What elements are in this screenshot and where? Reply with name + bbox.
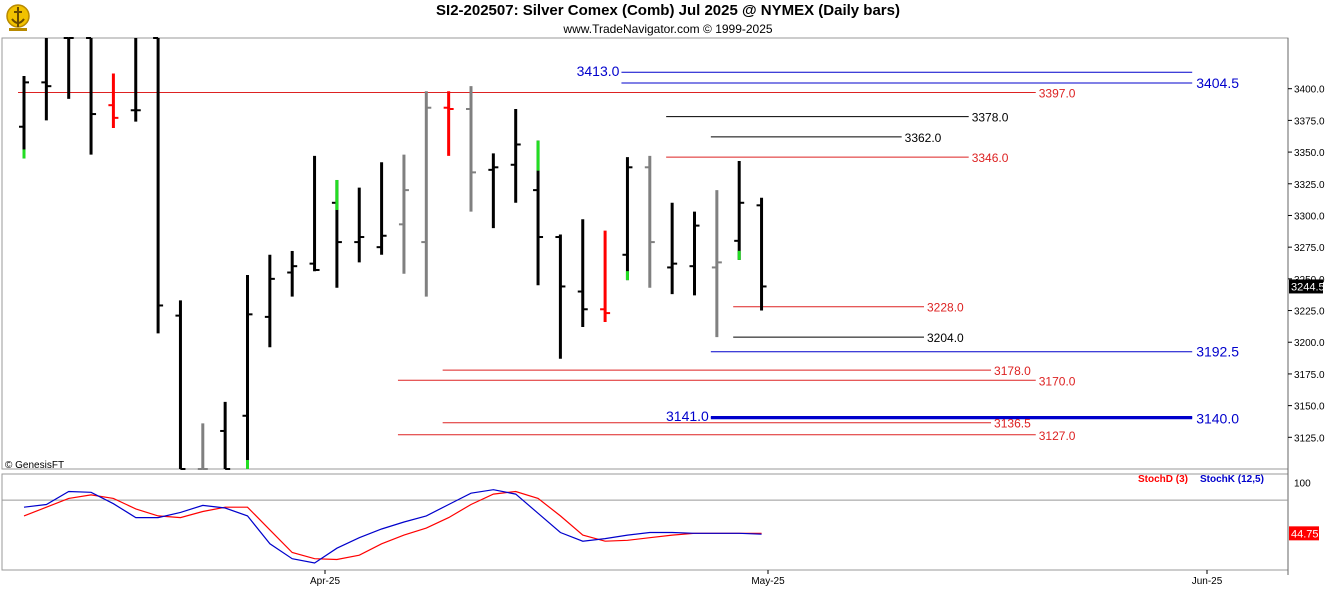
y-tick-label: 3275.0 (1294, 243, 1325, 254)
last-price-box (1289, 279, 1323, 294)
y-tick-label: 3325.0 (1294, 180, 1325, 191)
y-tick-label: 3150.0 (1294, 402, 1325, 413)
y-tick-label: 3375.0 (1294, 116, 1325, 127)
level-label: 3378.0 (972, 111, 1009, 125)
level-label: 3362.0 (905, 131, 942, 145)
level-label: 3204.0 (927, 331, 964, 345)
level-label: 3413.0 (577, 63, 620, 79)
x-tick-label: May-25 (751, 576, 785, 587)
y-tick-label: 3300.0 (1294, 211, 1325, 222)
level-label: 3136.5 (994, 417, 1031, 431)
level-label: 3397.0 (1039, 87, 1076, 101)
level-label: 3404.5 (1196, 75, 1239, 91)
stoch-last-value-box (1289, 526, 1319, 541)
y-tick-label: 3200.0 (1294, 338, 1325, 349)
chart-title: SI2-202507: Silver Comex (Comb) Jul 2025… (436, 2, 900, 19)
level-label: 3192.5 (1196, 344, 1239, 360)
price-panel (1, 37, 1289, 470)
level-label: 3127.0 (1039, 429, 1076, 443)
level-label: 3140.0 (1196, 410, 1239, 426)
x-tick-label: Apr-25 (310, 576, 340, 587)
chart-subtitle: www.TradeNavigator.com © 1999-2025 (563, 22, 773, 36)
level-label: 3141.0 (666, 408, 709, 424)
level-label: 3170.0 (1039, 374, 1076, 388)
stoch-y-tick-label: 100 (1294, 479, 1311, 490)
watermark: © GenesisFT (5, 460, 64, 471)
stoch-line-k (23, 489, 762, 564)
level-label: 3346.0 (972, 151, 1009, 165)
y-tick-label: 3350.0 (1294, 148, 1325, 159)
y-tick-label: 3125.0 (1294, 433, 1325, 444)
stochastic-panel (1, 473, 1289, 571)
stoch-last-value-label: 44.75 (1291, 528, 1319, 540)
y-tick-label: 3175.0 (1294, 370, 1325, 381)
legend-stochd: StochD (3) (1138, 474, 1188, 485)
x-tick-label: Jun-25 (1192, 576, 1223, 587)
y-tick-label: 3400.0 (1294, 85, 1325, 96)
legend-stochk: StochK (12,5) (1200, 474, 1264, 485)
level-label: 3228.0 (927, 301, 964, 315)
stoch-line-d (23, 490, 762, 561)
tradenavigator-logo (4, 3, 32, 33)
level-label: 3178.0 (994, 364, 1031, 378)
y-tick-label: 3225.0 (1294, 307, 1325, 318)
last-price-label: 3244.5 (1291, 281, 1325, 293)
